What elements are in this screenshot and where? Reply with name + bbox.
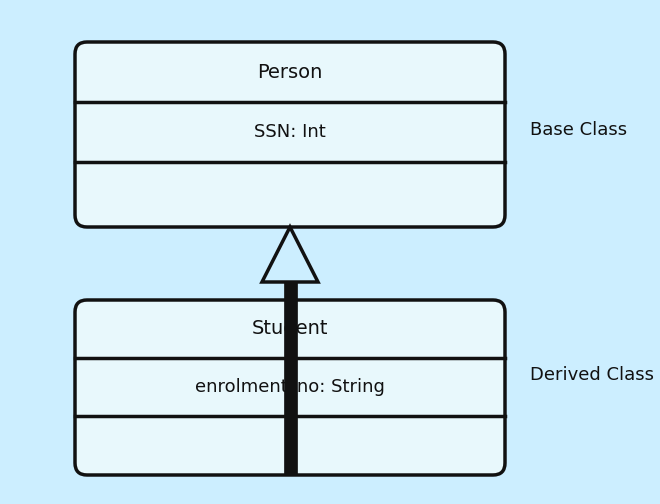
FancyBboxPatch shape <box>75 300 505 475</box>
Text: enrolment_no: String: enrolment_no: String <box>195 378 385 396</box>
Text: Person: Person <box>257 62 323 82</box>
Polygon shape <box>284 282 296 475</box>
Text: Derived Class: Derived Class <box>530 366 654 384</box>
Text: Student: Student <box>251 320 328 339</box>
Text: Base Class: Base Class <box>530 121 627 139</box>
Polygon shape <box>262 227 318 282</box>
FancyBboxPatch shape <box>75 42 505 227</box>
Text: SSN: Int: SSN: Int <box>254 123 326 141</box>
